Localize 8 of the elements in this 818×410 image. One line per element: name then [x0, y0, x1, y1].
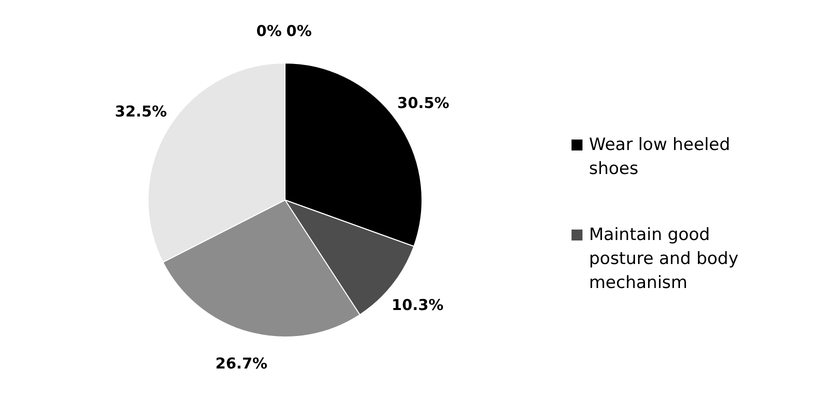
data-label: 10.3% [392, 296, 444, 314]
data-label: 30.5% [397, 94, 450, 112]
text: 0% [286, 22, 312, 40]
data-label: 32.5% [114, 102, 167, 121]
text: 0% [256, 22, 282, 40]
legend-label: Wear low heeled shoes [589, 135, 730, 179]
legend-label: Maintain good posture and body mechanism [589, 225, 738, 293]
data-label: 26.7% [215, 354, 268, 372]
